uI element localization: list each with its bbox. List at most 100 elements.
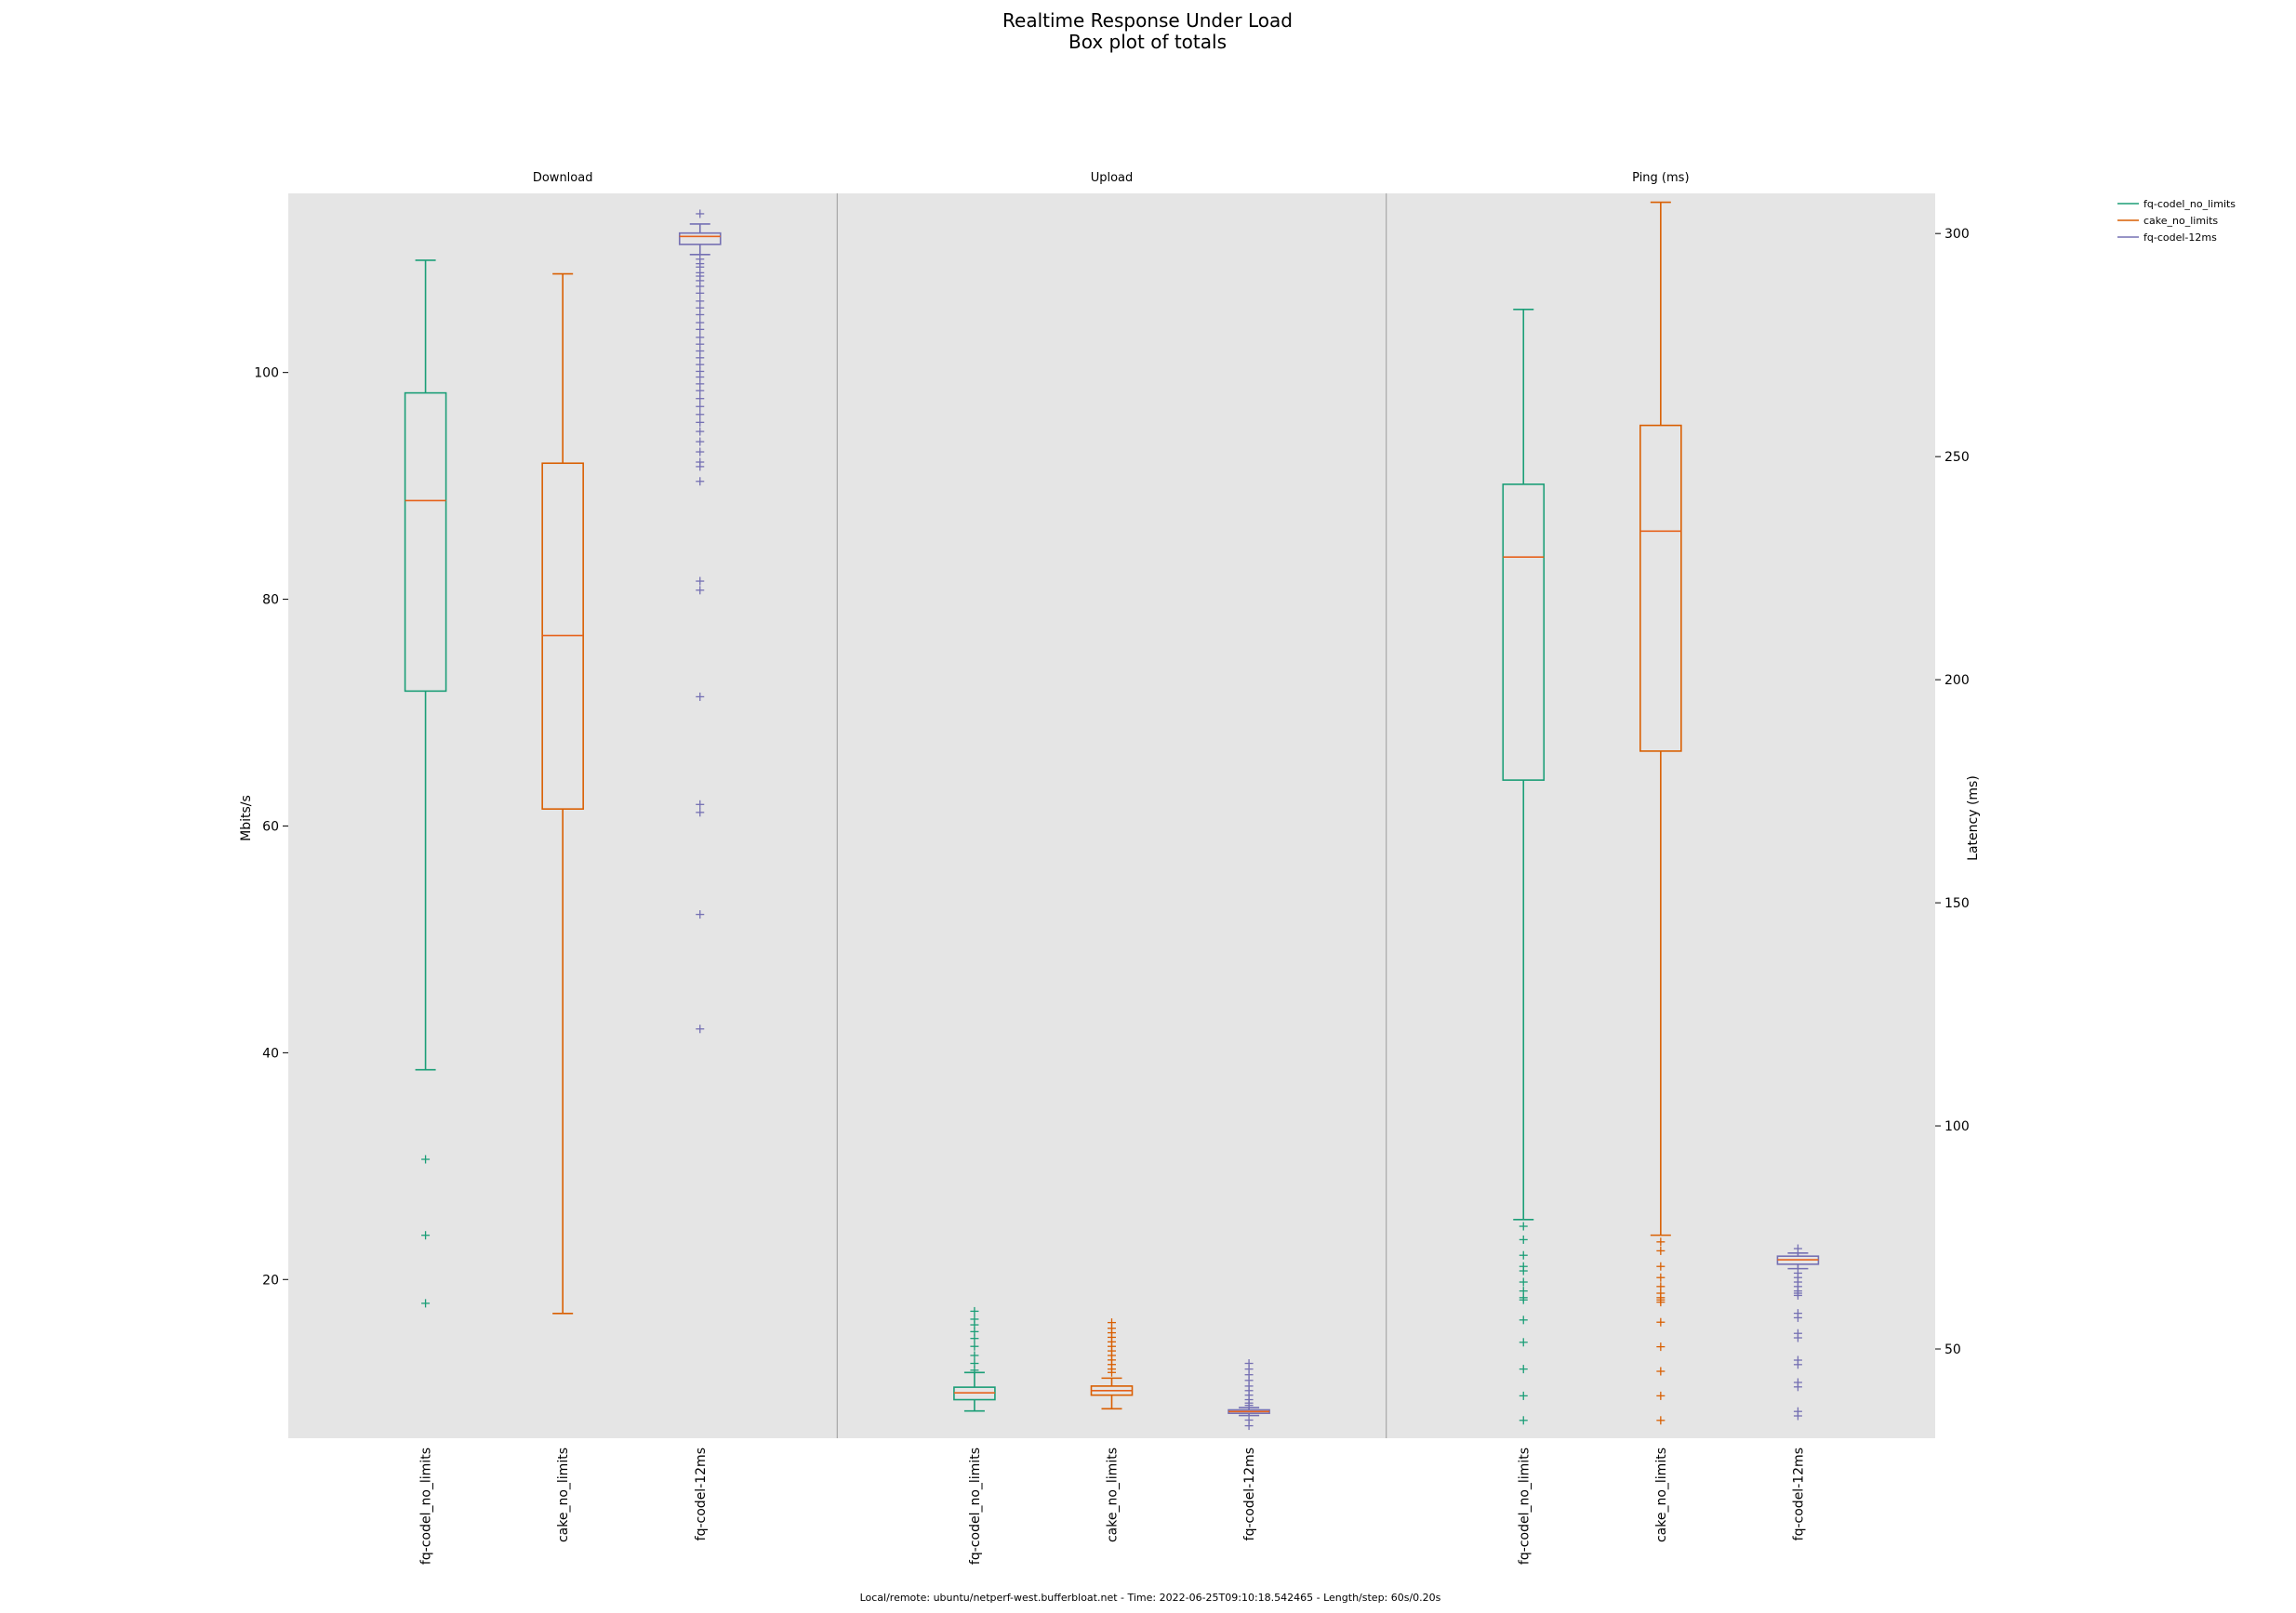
- box-fq-codel_no_limits: fq-codel_no_limits: [1502, 308, 1546, 1565]
- flier-point: [970, 1351, 979, 1360]
- flier-point: [696, 427, 705, 436]
- flier-point: [696, 410, 705, 419]
- left-axis: 20 40 60 80 100: [254, 366, 288, 1288]
- flier-point: [696, 586, 705, 595]
- panel-title: Ping (ms): [1632, 171, 1689, 185]
- chart-subtitle: Box plot of totals: [1068, 31, 1227, 53]
- legend: fq-codel_no_limits cake_no_limits fq-codel…: [2117, 198, 2236, 244]
- left-tick-label: 60: [262, 819, 279, 834]
- legend-entry-cake_no_limits: cake_no_limits: [2117, 215, 2218, 227]
- flier-point: [1656, 1237, 1666, 1247]
- x-tick-label: fq-codel-12ms: [1791, 1448, 1806, 1540]
- x-tick-label: fq-codel_no_limits: [1517, 1448, 1532, 1565]
- flier-point: [421, 1231, 431, 1240]
- legend-entry-fq-codel-12ms: fq-codel-12ms: [2117, 231, 2217, 244]
- box-iqr: [1639, 424, 1682, 752]
- x-tick-label: fq-codel_no_limits: [968, 1448, 983, 1565]
- x-tick-label: fq-codel-12ms: [694, 1448, 709, 1540]
- flier-point: [421, 1299, 431, 1308]
- flier-point: [696, 576, 705, 586]
- x-tick-label: cake_no_limits: [1654, 1448, 1669, 1542]
- flier-point: [970, 1342, 979, 1351]
- flier-point: [1108, 1368, 1116, 1377]
- flier-point: [1793, 1360, 1802, 1369]
- panels: Download fq-codel_no_limits cake_no_limits…: [404, 171, 1820, 1565]
- x-tick-label: cake_no_limits: [556, 1448, 571, 1542]
- box-fq-codel_no_limits: fq-codel_no_limits: [953, 1306, 996, 1565]
- right-tick-label: 300: [1944, 227, 1970, 242]
- box-iqr: [678, 231, 722, 245]
- left-tick-label: 40: [262, 1046, 279, 1061]
- flier-point: [1519, 1365, 1528, 1374]
- box-fq-codel-12ms: fq-codel-12ms: [1776, 1244, 1820, 1540]
- left-tick-label: 100: [254, 366, 279, 381]
- flier-point: [696, 462, 705, 471]
- flier-point: [1519, 1266, 1528, 1276]
- flier-point: [696, 692, 705, 701]
- panel-ping-ms: Ping (ms) fq-codel_no_limits cake_no_limit…: [1386, 171, 1820, 1565]
- flier-point: [696, 386, 705, 395]
- flier-point: [1656, 1342, 1666, 1352]
- flier-point: [696, 417, 705, 427]
- left-axis-label: Mbits/s: [239, 795, 254, 841]
- flier-point: [1244, 1401, 1254, 1410]
- flier-point: [1519, 1222, 1528, 1231]
- flier-point: [1519, 1316, 1528, 1325]
- flier-point: [696, 808, 705, 817]
- flier-point: [1519, 1250, 1528, 1260]
- flier-point: [1656, 1367, 1666, 1376]
- flier-point: [1519, 1277, 1528, 1287]
- panel-title: Download: [533, 171, 593, 185]
- x-tick-label: fq-codel-12ms: [1242, 1448, 1257, 1540]
- flier-point: [1519, 1391, 1528, 1400]
- flier-point: [1793, 1313, 1802, 1322]
- box-fq-codel-12ms: fq-codel-12ms: [1228, 1359, 1270, 1540]
- right-axis-label: Latency (ms): [1966, 775, 1981, 861]
- box-fq-codel_no_limits: fq-codel_no_limits: [404, 259, 447, 1565]
- right-tick-label: 50: [1944, 1342, 1961, 1357]
- flier-point: [696, 477, 705, 486]
- flier-point: [696, 910, 705, 919]
- x-tick-label: cake_no_limits: [1106, 1448, 1121, 1542]
- flier-point: [1656, 1246, 1666, 1255]
- flier-point: [696, 800, 705, 809]
- flier-point: [1793, 1290, 1802, 1300]
- flier-point: [1656, 1298, 1666, 1307]
- flier-point: [1244, 1421, 1254, 1431]
- panel-upload: Upload fq-codel_no_limits cake_no_limits fq…: [836, 171, 1270, 1565]
- right-tick-label: 100: [1944, 1119, 1970, 1134]
- flier-point: [696, 1025, 705, 1034]
- left-tick-label: 20: [262, 1273, 279, 1288]
- flier-point: [1793, 1411, 1802, 1421]
- flier-point: [1793, 1244, 1802, 1253]
- flier-point: [1656, 1273, 1666, 1282]
- plot-background: [288, 193, 1935, 1438]
- footer-text: Local/remote: ubuntu/netperf-west.buffer…: [860, 1592, 1441, 1604]
- box-cake_no_limits: cake_no_limits: [1090, 1318, 1134, 1542]
- box-iqr: [1502, 483, 1546, 781]
- legend-entry-fq-codel_no_limits: fq-codel_no_limits: [2117, 198, 2236, 210]
- flier-point: [1656, 1391, 1666, 1400]
- legend-label: cake_no_limits: [2143, 215, 2218, 227]
- legend-label: fq-codel_no_limits: [2143, 198, 2236, 210]
- flier-point: [1519, 1338, 1528, 1347]
- flier-point: [970, 1306, 979, 1316]
- box-iqr: [404, 391, 447, 693]
- flier-point: [421, 1155, 431, 1164]
- flier-point: [1656, 1262, 1666, 1271]
- right-axis: 50 100 150 200 250 300: [1935, 227, 1970, 1357]
- x-tick-label: fq-codel_no_limits: [419, 1448, 434, 1565]
- panel-download: Download fq-codel_no_limits cake_no_limits…: [404, 171, 722, 1565]
- flier-point: [1519, 1416, 1528, 1425]
- flier-point: [696, 437, 705, 446]
- flier-point: [696, 402, 705, 411]
- flier-point: [1656, 1317, 1666, 1327]
- right-tick-label: 150: [1944, 896, 1970, 911]
- flier-point: [696, 447, 705, 456]
- panel-title: Upload: [1091, 171, 1134, 185]
- right-tick-label: 200: [1944, 673, 1970, 688]
- box-cake_no_limits: cake_no_limits: [1639, 201, 1682, 1542]
- box-fq-codel-12ms: fq-codel-12ms: [678, 209, 722, 1540]
- flier-point: [1656, 1416, 1666, 1425]
